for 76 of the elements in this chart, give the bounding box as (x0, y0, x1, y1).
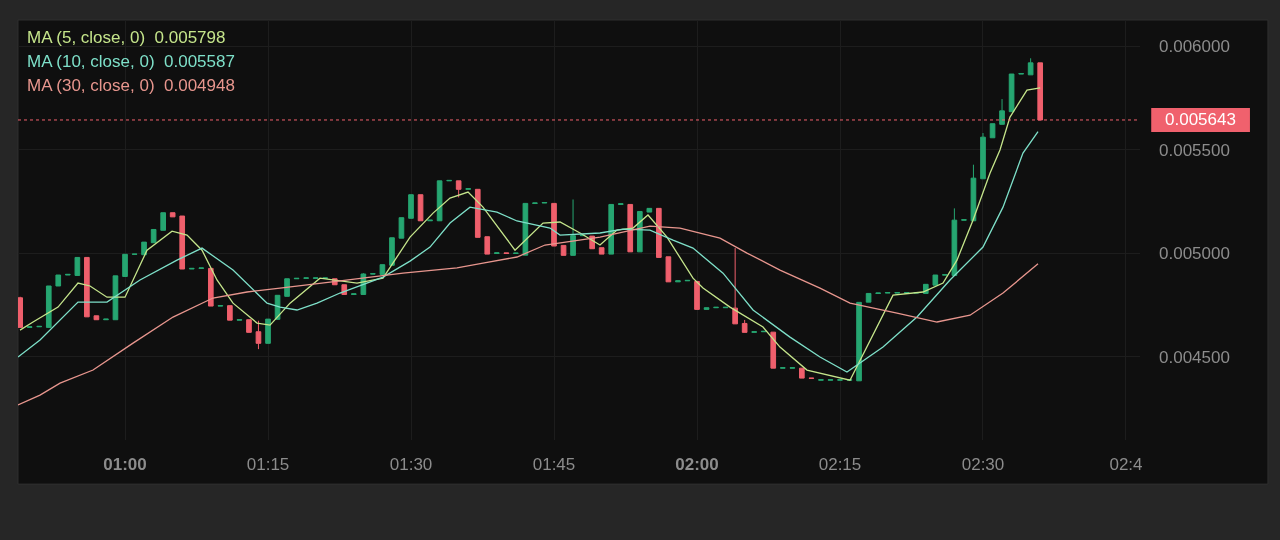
candlestick (246, 319, 252, 333)
y-tick-label: 0.005500 (1159, 140, 1230, 160)
candlestick (55, 274, 62, 287)
y-tick-label: 0.006000 (1159, 37, 1230, 57)
candlestick (188, 267, 195, 270)
candlestick (64, 273, 71, 276)
candlestick (675, 280, 681, 283)
x-tick-label: 01:45 (532, 455, 576, 474)
candlestick (265, 318, 271, 344)
candlestick (417, 194, 424, 222)
candlestick (1008, 73, 1015, 113)
line-series (18, 130, 1039, 373)
candlestick (703, 307, 710, 310)
candlestick (207, 267, 214, 307)
candlestick (93, 315, 100, 321)
candlestick (45, 285, 52, 328)
line-series (18, 225, 1039, 406)
candlestick (150, 228, 157, 244)
candlestick (522, 202, 529, 256)
x-tick-label: 02:4 (1109, 455, 1143, 474)
text: MA (10, close, 0) 0.005587 (27, 52, 235, 71)
candlestick (989, 123, 996, 139)
candlestick (694, 280, 700, 310)
candlestick (656, 207, 662, 258)
candlestick (474, 188, 481, 238)
candlestick (741, 319, 748, 333)
candlestick (951, 207, 958, 276)
x-tick-label: 02:30 (961, 455, 1005, 474)
candlestick (122, 253, 128, 277)
ref-line-label: 0.005643 (1165, 110, 1236, 129)
candlestick (484, 236, 491, 255)
candlestick (980, 132, 986, 180)
candlestick (103, 318, 109, 321)
candlestick (570, 198, 576, 256)
candlestick (436, 180, 443, 222)
candlestick (598, 247, 605, 255)
candlestick (799, 367, 805, 379)
text: MA (30, close, 0) 0.004948 (27, 76, 235, 95)
candlestick (856, 301, 862, 382)
candlestick (627, 203, 634, 253)
x-tick-label: 01:00 (103, 455, 147, 474)
x-tick-label: 01:15 (246, 455, 290, 474)
candlestick (284, 278, 290, 297)
candlestick (865, 292, 872, 303)
candlestick (970, 164, 977, 222)
text: MA (5, close, 0) 0.005798 (27, 28, 226, 47)
candlestick (255, 320, 262, 350)
candlestick (169, 212, 176, 218)
candlestick (560, 244, 567, 256)
candlestick (636, 210, 643, 253)
candlestick (770, 331, 777, 369)
candlestick (1027, 57, 1034, 76)
x-tick-label: 02:15 (818, 455, 862, 474)
candlestick (932, 274, 939, 286)
candlestick (665, 256, 672, 283)
candlestick (84, 256, 90, 318)
candlestick (141, 241, 147, 256)
candlestick (74, 256, 81, 276)
candlestick (608, 203, 615, 255)
candlestick (379, 264, 386, 275)
candlestick (455, 180, 462, 198)
candlestick (112, 275, 119, 321)
candlestick (18, 296, 23, 328)
candlestick (389, 237, 395, 266)
candlestick (646, 207, 653, 213)
candlestick (551, 202, 557, 247)
candlestick (408, 194, 414, 219)
y-tick-label: 0.004500 (1159, 347, 1230, 367)
candlestick (179, 215, 186, 270)
x-tick-label: 01:30 (389, 455, 433, 474)
candlestick (160, 212, 166, 231)
y-tick-label: 0.005000 (1159, 244, 1230, 264)
x-tick-label: 02:00 (675, 455, 719, 474)
candlestick (398, 217, 405, 239)
candlestick (732, 247, 738, 325)
candlestick (227, 305, 233, 321)
